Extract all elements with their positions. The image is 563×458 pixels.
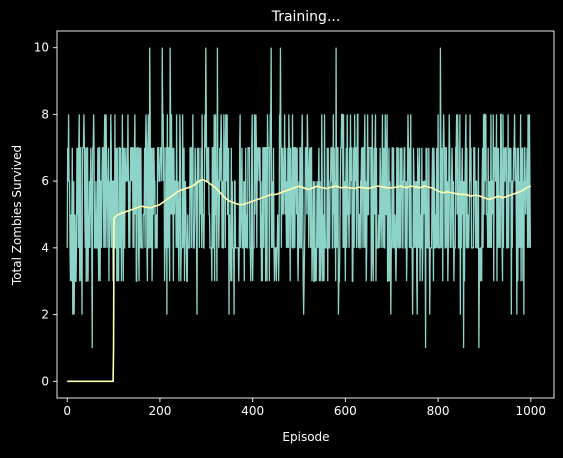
mean-score-line	[67, 178, 532, 383]
plot-layer	[66, 47, 532, 383]
x-tick-label: 1000	[516, 404, 547, 418]
y-tick-label: 10	[34, 41, 49, 55]
chart-title: Training...	[271, 9, 341, 25]
x-tick-label: 200	[148, 404, 171, 418]
y-tick-label: 8	[41, 107, 49, 121]
x-tick-label: 600	[334, 404, 357, 418]
raw-score-line	[66, 47, 532, 348]
x-tick-label: 800	[427, 404, 450, 418]
x-axis-label: Episode	[282, 430, 329, 444]
x-tick-label: 0	[63, 404, 71, 418]
y-tick-label: 0	[41, 374, 49, 388]
axes-layer: 0 200 400 600 800 1000 0 2 4 6 8 10	[34, 30, 555, 418]
y-axis-label: Total Zombies Survived	[10, 145, 24, 286]
y-tick-label: 6	[41, 174, 49, 188]
plot-frame	[56, 30, 555, 399]
y-tick-label: 2	[41, 308, 49, 322]
y-tick-label: 4	[41, 241, 49, 255]
x-tick-label: 400	[241, 404, 264, 418]
